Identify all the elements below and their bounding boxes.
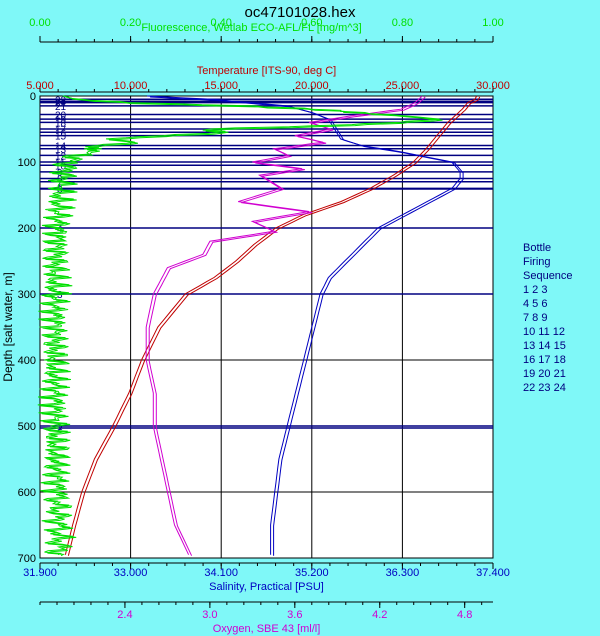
bottle-label-18: 18 xyxy=(55,118,67,129)
legend-title-line: Firing xyxy=(523,256,551,268)
oxygen-axis-label: Oxygen, SBE 43 [ml/l] xyxy=(213,623,321,635)
bottle-label-17: 17 xyxy=(55,125,67,136)
oxygen-tick-label: 2.4 xyxy=(117,609,132,621)
y-tick-label: 200 xyxy=(18,223,36,235)
legend-row: 10 11 12 xyxy=(523,326,565,338)
y-tick-label: 600 xyxy=(18,487,36,499)
bottle-label-10: 10 xyxy=(55,161,67,172)
bottle-label-12: 12 xyxy=(55,151,67,162)
salinity-tick-label: 35.200 xyxy=(295,567,329,579)
temperature-tick-label: 10.000 xyxy=(114,80,148,92)
legend-row: 19 20 21 xyxy=(523,368,566,380)
temperature-line xyxy=(64,95,478,555)
y-tick-label: 700 xyxy=(18,553,36,565)
salinity-tick-label: 37.400 xyxy=(476,567,510,579)
legend-row: 22 23 24 xyxy=(523,382,566,394)
fluorescence-tick-label: 0.40 xyxy=(210,17,231,29)
y-axis-label: Depth [salt water, m] xyxy=(1,272,15,381)
fluorescence-line-upcast xyxy=(40,96,443,557)
legend-row: 4 5 6 xyxy=(523,298,547,310)
temperature-tick-label: 15.000 xyxy=(204,80,238,92)
fluorescence-tick-label: 1.00 xyxy=(482,17,503,29)
y-tick-label: 500 xyxy=(18,421,36,433)
bottle-label-24: 24 xyxy=(55,97,67,108)
temperature-line-upcast xyxy=(67,96,481,556)
salinity-tick-label: 36.300 xyxy=(386,567,420,579)
bottle-label-14: 14 xyxy=(55,142,67,153)
y-tick-label: 0 xyxy=(30,91,36,103)
legend-row: 1 2 3 xyxy=(523,284,547,296)
bottle-label-3: 3 xyxy=(57,290,63,301)
salinity-tick-label: 31.900 xyxy=(23,567,57,579)
legend-row: 7 8 9 xyxy=(523,312,547,324)
series-layer xyxy=(37,95,481,557)
bottle-label-2: 2 xyxy=(57,424,63,435)
plot-area xyxy=(39,95,494,559)
legend-title-line: Bottle xyxy=(523,242,551,254)
salinity-tick-label: 34.100 xyxy=(204,567,238,579)
bottle-label-15: 15 xyxy=(55,132,67,143)
temperature-tick-label: 25.000 xyxy=(386,80,420,92)
salinity-tick-label: 33.000 xyxy=(114,567,148,579)
salinity-line xyxy=(147,95,461,555)
bottle-label-16: 16 xyxy=(55,128,67,139)
bottle-label-19: 19 xyxy=(55,115,67,126)
fluorescence-tick-label: 0.00 xyxy=(29,17,50,29)
oxygen-tick-label: 4.2 xyxy=(372,609,387,621)
legend-row: 13 14 15 xyxy=(523,340,566,352)
temperature-tick-label: 30.000 xyxy=(476,80,510,92)
oxygen-tick-label: 3.0 xyxy=(202,609,217,621)
temperature-tick-label: 20.000 xyxy=(295,80,329,92)
fluorescence-tick-label: 0.80 xyxy=(392,17,413,29)
fluorescence-axis-label: Fluorescence, Wetlab ECO-AFL/FL [mg/m^3] xyxy=(141,22,361,34)
chart-title: oc47101028.hex xyxy=(245,4,356,21)
axes-layer: 0 100 200 300 400 500 600 700 Depth [salt water,… xyxy=(1,17,510,635)
bottle-label-21: 21 xyxy=(55,102,67,113)
y-tick-label: 300 xyxy=(18,289,36,301)
bottle-label-7: 7 xyxy=(57,178,63,189)
bottle-label-22: 22 xyxy=(55,99,67,110)
temperature-tick-label: 5.000 xyxy=(26,80,54,92)
temperature-axis-label: Temperature [ITS-90, deg C] xyxy=(197,65,336,77)
bottle-label-13: 13 xyxy=(55,145,67,156)
legend-title-line: Sequence xyxy=(523,270,573,282)
salinity-line-upcast xyxy=(150,96,464,556)
bottle-label-20: 20 xyxy=(55,110,67,121)
fluorescence-tick-label: 0.60 xyxy=(301,17,322,29)
oxygen-line-upcast xyxy=(148,96,426,556)
salinity-axis-label: Salinity, Practical [PSU] xyxy=(209,581,324,593)
y-tick-label: 400 xyxy=(18,355,36,367)
legend-row: 16 17 18 xyxy=(523,354,566,366)
y-tick-label: 100 xyxy=(18,157,36,169)
fluorescence-tick-label: 0.20 xyxy=(120,17,141,29)
bottle-legend: Bottle Firing Sequence 1 2 3 4 5 6 7 8 9 10 11… xyxy=(523,242,573,394)
oxygen-tick-label: 3.6 xyxy=(287,609,302,621)
oxygen-tick-label: 4.8 xyxy=(457,609,472,621)
